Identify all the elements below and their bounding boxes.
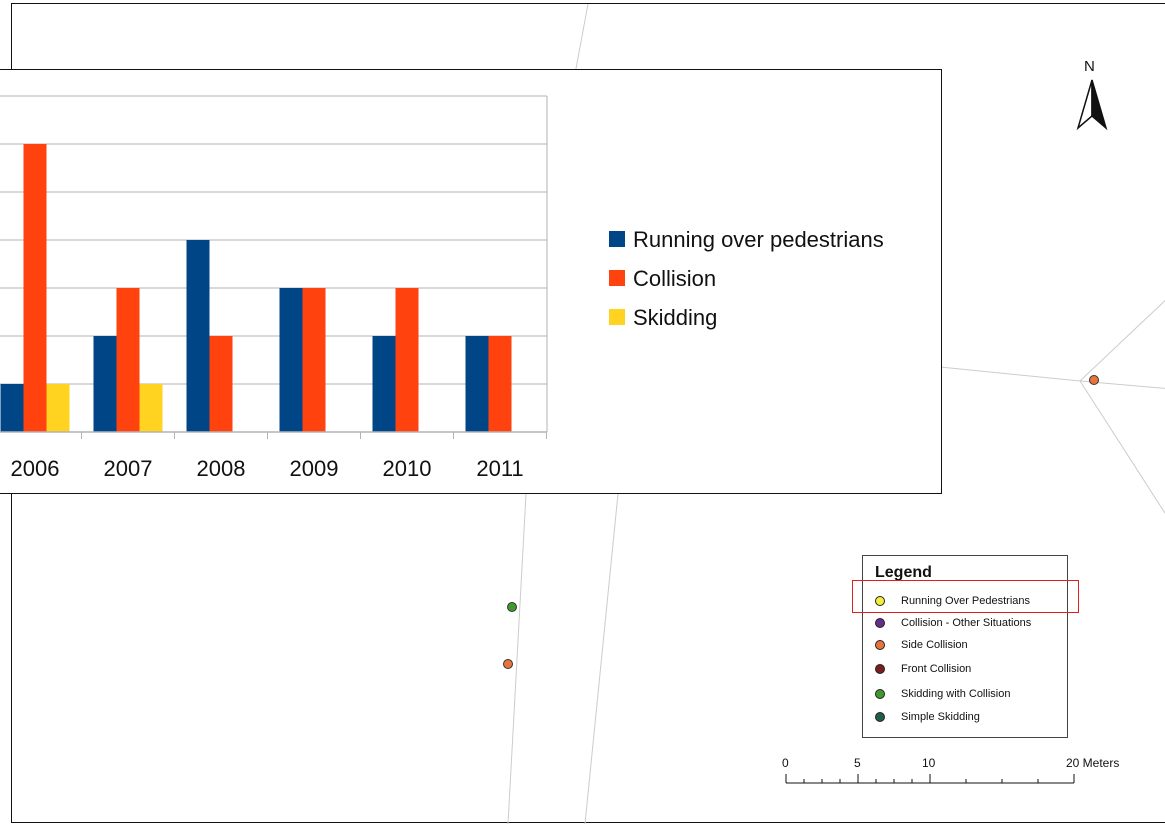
scale-label-20-meters: 20 Meters (1066, 756, 1120, 770)
chart-panel: 2006 2007 2008 2009 2010 2011 Running over pe… (0, 69, 942, 494)
bar-2009-running-over-pedestrians (279, 288, 303, 432)
bar-2009-collision (302, 288, 326, 432)
teal-dot-icon (875, 712, 885, 722)
scale-label-5: 5 (854, 756, 861, 770)
highlight-box (852, 580, 1079, 613)
bar-2010-collision (395, 288, 419, 432)
legend-item-skidding-with-collision: Skidding with Collision (875, 686, 1010, 702)
scale-bar (785, 774, 1075, 784)
bar-2007-collision (116, 288, 140, 432)
legend-title: Legend (875, 564, 932, 581)
legend-item-label: Front Collision (901, 663, 972, 675)
orange-dot-icon (875, 640, 885, 650)
chart-legend-swatch-2 (609, 309, 625, 325)
bar-2007-running-over-pedestrians (93, 336, 117, 432)
purple-dot-icon (875, 618, 885, 628)
legend-item-collision-other: Collision - Other Situations (875, 615, 1031, 631)
bar-2006-running-over-pedestrians (0, 384, 24, 432)
bar-2008-running-over-pedestrians (186, 240, 210, 432)
bar-2007-skidding (139, 384, 163, 432)
chart-legend-swatch-0 (609, 231, 625, 247)
legend-item-front-collision: Front Collision (875, 661, 971, 677)
scale-label-10: 10 (922, 756, 936, 770)
chart-legend-label-1: Collision (633, 266, 716, 291)
x-tick-label-2008: 2008 (197, 456, 246, 481)
bar-2011-running-over-pedestrians (465, 336, 489, 432)
bar-2006-skidding (46, 384, 70, 432)
bar-chart: 2006 2007 2008 2009 2010 2011 Running over pe… (0, 95, 884, 481)
green-dot-icon (875, 689, 885, 699)
map-legend: Legend Running Over Pedestrians Collisio… (862, 555, 1068, 738)
north-label: N (1084, 58, 1095, 75)
yellow-dot-icon (875, 596, 885, 606)
bar-2006-collision (23, 144, 47, 432)
x-tick-label-2010: 2010 (383, 456, 432, 481)
x-tick-label-2009: 2009 (290, 456, 339, 481)
legend-item-label: Simple Skidding (901, 711, 980, 723)
north-arrow-icon (1076, 79, 1108, 131)
x-tick-label-2011: 2011 (476, 456, 523, 481)
legend-item-label: Running Over Pedestrians (901, 595, 1031, 607)
bar-2011-collision (488, 336, 512, 432)
chart-legend-swatch-1 (609, 270, 625, 286)
legend-item-label: Skidding with Collision (901, 688, 1011, 700)
chart-legend-label-0: Running over pedestrians (633, 227, 884, 252)
chart-legend-label-2: Skidding (633, 305, 717, 330)
x-tick-label-2006: 2006 (11, 456, 60, 481)
legend-item-label: Side Collision (901, 639, 968, 651)
dark-red-dot-icon (875, 664, 885, 674)
x-tick-label-2007: 2007 (104, 456, 153, 481)
bar-2010-running-over-pedestrians (372, 336, 396, 432)
legend-item-side-collision: Side Collision (875, 637, 968, 653)
legend-item-label: Collision - Other Situations (901, 617, 1032, 629)
legend-item-running-over-pedestrians: Running Over Pedestrians (875, 593, 1030, 609)
scale-label-0: 0 (782, 756, 789, 770)
bar-2008-collision (209, 336, 233, 432)
legend-item-simple-skidding: Simple Skidding (875, 709, 980, 725)
